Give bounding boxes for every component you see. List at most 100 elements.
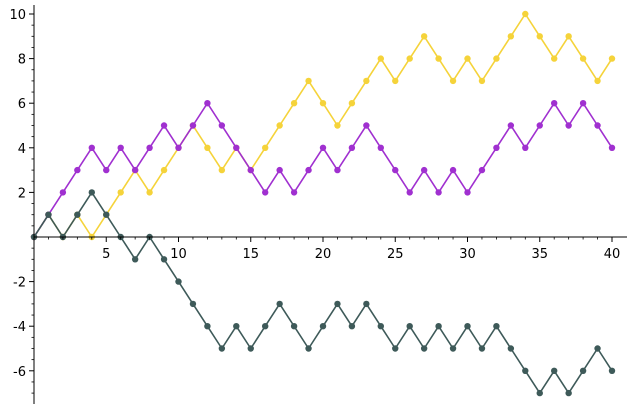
data-point — [146, 144, 153, 151]
data-point — [449, 77, 457, 85]
data-point — [204, 323, 211, 330]
data-point — [233, 323, 240, 330]
data-point — [348, 144, 356, 151]
data-point — [449, 345, 457, 352]
x-tick-label: 5 — [102, 247, 110, 262]
data-point — [420, 166, 428, 174]
data-point — [507, 122, 515, 129]
data-point — [74, 211, 81, 218]
data-point — [160, 166, 168, 174]
x-tick-label: 20 — [315, 247, 332, 262]
data-point — [551, 100, 558, 107]
data-point — [218, 345, 226, 352]
data-point — [608, 367, 616, 374]
data-point — [88, 144, 96, 151]
data-point — [319, 323, 327, 330]
data-point — [392, 77, 399, 85]
data-point — [319, 100, 327, 107]
data-point — [74, 166, 81, 174]
data-point — [522, 144, 529, 151]
data-point — [204, 144, 211, 151]
data-point — [406, 189, 413, 196]
data-point — [536, 389, 543, 397]
data-point — [579, 100, 587, 107]
data-point — [233, 144, 240, 151]
data-point — [406, 323, 413, 330]
data-point — [420, 33, 428, 40]
series-walk-yellow — [30, 10, 616, 241]
data-point — [507, 33, 515, 40]
data-point — [493, 144, 500, 151]
data-point — [536, 122, 543, 129]
data-point — [290, 189, 298, 196]
data-point — [449, 166, 457, 174]
data-point — [103, 166, 110, 174]
data-point — [608, 144, 616, 151]
data-point — [348, 100, 356, 107]
data-point — [146, 189, 153, 196]
data-point — [305, 77, 312, 85]
series-line-walk-yellow — [33, 13, 613, 238]
data-point — [594, 345, 601, 352]
data-point — [189, 300, 197, 308]
data-point — [435, 323, 442, 330]
x-tick-label: 35 — [531, 247, 548, 262]
series-walk-dark-slate — [30, 189, 616, 397]
y-tick-label: -2 — [13, 276, 26, 291]
data-point — [522, 367, 529, 374]
data-point — [103, 211, 110, 218]
data-point — [435, 55, 442, 62]
data-point — [247, 345, 254, 352]
series-layer — [30, 10, 616, 397]
data-point — [348, 323, 356, 330]
data-point — [276, 166, 283, 174]
data-point — [464, 189, 471, 196]
data-point — [594, 122, 601, 129]
data-point — [420, 345, 428, 352]
data-point — [522, 10, 529, 18]
y-tick-label: 2 — [18, 186, 26, 201]
series-line-walk-purple — [33, 102, 613, 238]
data-point — [536, 33, 543, 40]
data-point — [189, 122, 197, 129]
x-tick-label: 30 — [459, 247, 476, 262]
data-point — [117, 189, 124, 196]
x-tick-label: 15 — [242, 247, 259, 262]
data-point — [406, 55, 413, 62]
axes: 5 10 15 20 25 30 35 40 -6 -4 -2 2 4 6 8 10 — [9, 5, 627, 404]
data-point — [608, 55, 616, 62]
data-point — [493, 323, 500, 330]
series-line-walk-dark-slate — [33, 191, 613, 394]
data-point — [464, 323, 471, 330]
data-point — [464, 55, 471, 62]
data-point — [204, 100, 211, 107]
data-point — [160, 256, 168, 263]
data-point — [59, 189, 67, 196]
data-point — [565, 389, 572, 397]
data-point — [377, 323, 384, 330]
data-point — [247, 166, 254, 174]
y-tick-label: -4 — [13, 320, 26, 335]
y-tick-label: 10 — [9, 8, 26, 23]
data-point — [262, 323, 269, 330]
data-point — [334, 166, 341, 174]
x-tick-label: 40 — [604, 247, 621, 262]
x-tick-label: 10 — [170, 247, 187, 262]
data-point — [262, 189, 269, 196]
data-point — [290, 100, 298, 107]
data-point — [175, 144, 182, 151]
data-point — [392, 345, 399, 352]
data-point — [276, 122, 283, 129]
data-point — [478, 166, 486, 174]
y-tick-label: 8 — [18, 53, 26, 68]
data-point — [88, 189, 96, 196]
data-point — [392, 166, 399, 174]
data-point — [334, 122, 341, 129]
data-point — [507, 345, 515, 352]
data-point — [363, 300, 370, 308]
data-point — [579, 55, 587, 62]
data-point — [377, 144, 384, 151]
data-point — [160, 122, 168, 129]
y-tick-label: 6 — [18, 97, 26, 112]
data-point — [305, 166, 312, 174]
